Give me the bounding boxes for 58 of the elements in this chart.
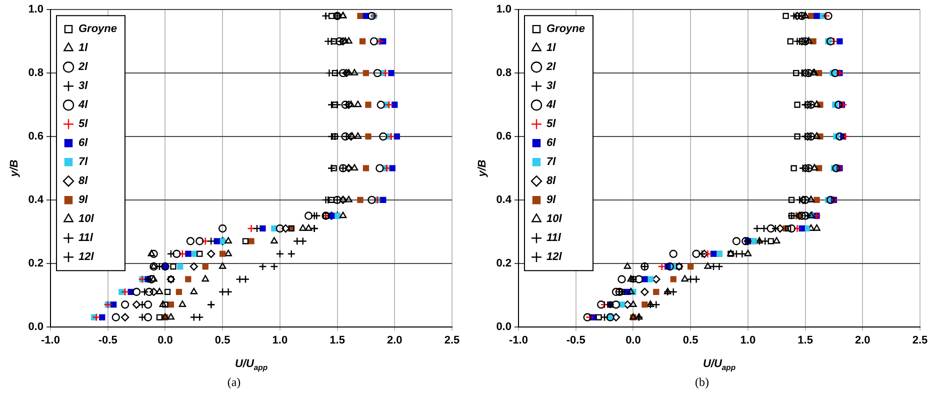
- y-tick-label: 0.0: [496, 320, 512, 333]
- x-tick-label: 0.0: [626, 334, 641, 346]
- legend-label: 3l: [546, 80, 557, 92]
- legend-label: Groyne: [78, 23, 118, 36]
- x-tick-label: 0.5: [682, 334, 698, 346]
- x-tick-label: 1.5: [798, 334, 813, 346]
- legend-label: 5l: [546, 118, 557, 130]
- legend-label: 2l: [545, 61, 557, 74]
- y-tick-label: 0.2: [496, 257, 512, 270]
- text: (a): [226, 374, 242, 391]
- y-tick-label: 0.6: [28, 130, 44, 143]
- legend-label: 5l: [78, 118, 89, 130]
- y-axis-title: y/B: [476, 160, 489, 178]
- x-tick-label: 1.0: [740, 334, 756, 346]
- x-tick-label: 0.0: [158, 334, 173, 346]
- legend-label: 10l: [78, 213, 95, 226]
- x-tick-label: 2.5: [912, 334, 928, 346]
- x-tick-label: -1.0: [509, 334, 528, 346]
- legend-label: Groyne: [546, 23, 586, 36]
- x-tick-label: 1.5: [330, 334, 345, 346]
- y-tick-label: 0.4: [496, 194, 512, 206]
- legend-label: 12l: [546, 251, 563, 264]
- y-tick-label: 0.6: [496, 130, 512, 143]
- legend-label: 11l: [78, 232, 94, 244]
- legend-label: 4l: [545, 99, 557, 112]
- y-tick-label: 0.4: [28, 194, 44, 206]
- y-tick-label: 0.0: [28, 320, 44, 333]
- legend-label: 1l: [546, 42, 557, 54]
- legend-label: 7l: [546, 156, 557, 168]
- legend-label: 8l: [78, 175, 89, 188]
- legend-label: 11l: [546, 232, 562, 244]
- x-tick-label: 2.0: [386, 334, 402, 346]
- y-tick-label: 1.0: [496, 4, 512, 16]
- x-tick-label: 2.0: [854, 334, 870, 346]
- y-tick-label: 0.8: [28, 67, 44, 80]
- legend-label: 4l: [77, 99, 89, 112]
- legend-label: 12l: [78, 251, 95, 264]
- legend-label: 6l: [546, 137, 557, 150]
- legend-label: 9l: [78, 194, 89, 206]
- x-tick-label: 2.5: [444, 334, 460, 346]
- x-tick-label: -0.5: [98, 334, 118, 346]
- x-tick-label: -0.5: [566, 334, 586, 346]
- legend-label: 7l: [78, 156, 89, 168]
- x-tick-label: -1.0: [41, 334, 60, 346]
- x-tick-label: 1.0: [272, 334, 288, 346]
- legend-label: 8l: [546, 175, 557, 188]
- x-tick-label: 0.5: [214, 334, 230, 346]
- legend-label: 1l: [78, 42, 89, 54]
- y-tick-label: 0.2: [28, 257, 44, 270]
- legend-label: 3l: [78, 80, 89, 92]
- y-axis-title: y/B: [8, 160, 21, 178]
- legend-label: 10l: [546, 213, 563, 226]
- legend-label: 6l: [78, 137, 89, 150]
- legend-label: 9l: [546, 194, 557, 206]
- text: (b): [694, 374, 710, 391]
- y-tick-label: 1.0: [28, 4, 44, 16]
- y-tick-label: 0.8: [496, 67, 512, 80]
- legend-label: 2l: [77, 61, 89, 74]
